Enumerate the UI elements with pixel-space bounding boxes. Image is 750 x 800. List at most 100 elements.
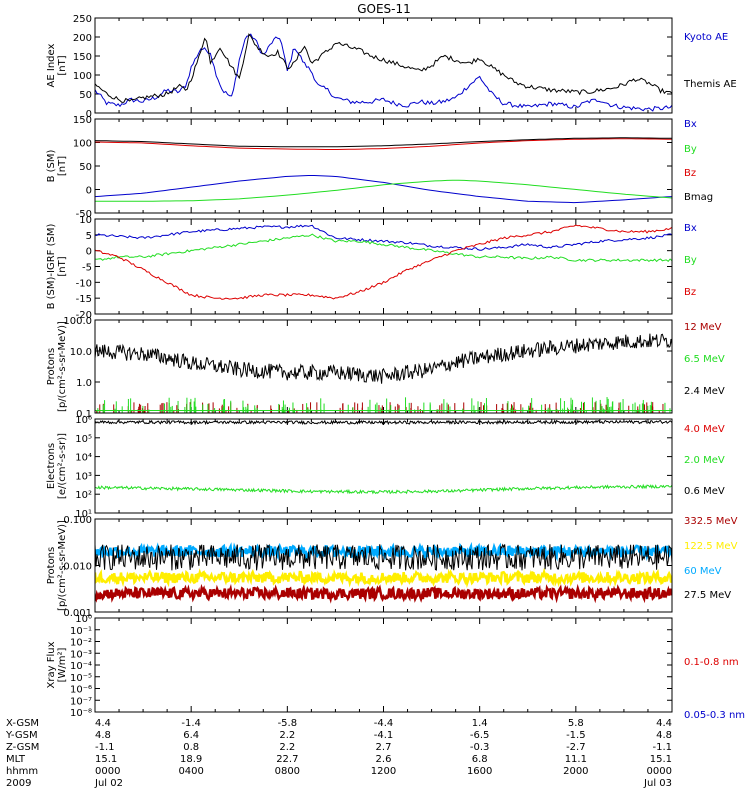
x-row-value: -6.5	[470, 730, 490, 741]
y-tick-label: 10⁻⁸	[70, 708, 92, 719]
y-tick-label: 150	[73, 52, 92, 63]
y-tick-label: 0.001	[63, 608, 92, 619]
y-tick-label: 1.0	[76, 378, 92, 389]
y-tick-label: 10⁵	[75, 434, 92, 445]
y-tick-label: 0	[86, 109, 92, 120]
panel-b-igrf: B (SM)-IGRF (SM)[nT] -20 -15 -10 -5 0 5 10 Bx By B…	[46, 215, 697, 321]
legend-entry: 60 MeV	[684, 566, 722, 577]
series-group	[95, 224, 672, 300]
legend-entry: 2.0 MeV	[684, 455, 725, 466]
x-row-label: hhmm	[6, 766, 38, 777]
series-line-2-4-mev	[95, 333, 672, 384]
y-tick-label: 10	[79, 215, 92, 226]
y-axis-label: B (SM)[nT]	[46, 149, 68, 182]
series-line-122-5-mev	[95, 567, 672, 589]
x-row-value: 2.2	[279, 742, 295, 753]
panel-electrons: Electrons[e/(cm²-s-sr)] 10¹ 10² 10³ 10⁴ 10⁵ 10…	[46, 415, 725, 520]
y-axis-label-line: Protons	[46, 547, 57, 584]
series-group	[95, 137, 672, 204]
x-row-value: -5.8	[278, 718, 298, 729]
y-tick-label: 200	[73, 33, 92, 44]
x-row-value: -1.5	[566, 730, 586, 741]
x-row-value: -4.1	[374, 730, 394, 741]
panel-frame	[94, 617, 673, 713]
y-tick-label: -5	[82, 263, 92, 274]
y-axis-label-line: [nT]	[57, 256, 68, 276]
y-axis-label-line: [p/(cm²-s-sr-MeV)]	[57, 520, 68, 611]
legend-entry: 27.5 MeV	[684, 590, 731, 601]
y-tick-label: 10⁻⁴	[70, 661, 92, 672]
y-tick-label: 150	[73, 115, 92, 126]
series-line-themis-ae	[95, 33, 672, 103]
y-tick-label: 0	[86, 186, 92, 197]
y-axis-label-line: [nT]	[57, 55, 68, 75]
y-tick-label: 5	[86, 231, 92, 242]
y-tick-label: 10¹	[75, 509, 92, 520]
y-axis-label-line: AE Index	[46, 43, 57, 87]
legend-entry: Kyoto AE	[684, 32, 728, 43]
series-line-bz	[95, 138, 672, 150]
x-row-label: X-GSM	[6, 718, 39, 729]
y-tick-label: 10⁻¹	[70, 626, 92, 637]
legend-entry: By	[684, 144, 697, 155]
series-line-bz	[95, 224, 672, 300]
legend-entry: Bz	[684, 287, 696, 298]
panel-frame	[94, 17, 673, 114]
y-axis-label-line: [W/m²]	[57, 647, 68, 682]
series-line-kyoto-ae	[95, 33, 672, 112]
x-row-value: 1.4	[472, 718, 488, 729]
y-axis-label: Protons[p/(cm²-s-sr-MeV)]	[46, 520, 68, 611]
y-tick-label: 0.010	[63, 562, 92, 573]
y-tick-label: -10	[76, 278, 92, 289]
series-line-bx	[95, 224, 672, 251]
x-row-value: 11.1	[565, 754, 587, 765]
y-tick-label: 10⁶	[75, 415, 92, 426]
x-row-value: 0800	[275, 766, 300, 777]
x-axis-info: X-GSM 4.4 -1.4 -5.8 -4.4 1.4 5.8 4.4 Y-GSM 4.8 6.4…	[5, 718, 672, 789]
panel-frame	[94, 319, 673, 414]
legend-entry: 332.5 MeV	[684, 516, 738, 527]
x-row-value: 4.8	[656, 730, 672, 741]
x-row-value: 4.4	[656, 718, 672, 729]
series-line-0-6-mev	[95, 419, 672, 426]
x-row-value: 4.8	[95, 730, 111, 741]
y-axis-label: AE Index[nT]	[46, 43, 68, 87]
y-tick-label: 10⁻⁵	[70, 673, 92, 684]
y-axis-label-line: [p/(cm²-s-sr-MeV)]	[57, 321, 68, 412]
y-tick-label: 50	[79, 162, 92, 173]
x-row-value: -1.4	[181, 718, 201, 729]
x-row-value: -2.7	[566, 742, 586, 753]
x-row-value: 2000	[563, 766, 588, 777]
y-axis-label: Xray Flux[W/m²]	[46, 641, 68, 688]
y-axis-label: Electrons[e/(cm²-s-sr)]	[46, 433, 68, 499]
x-row-value: 0000	[647, 766, 672, 777]
x-row-label: MLT	[6, 754, 26, 765]
legend-entry: 0.05-0.3 nm	[684, 710, 745, 721]
x-row-value: 0.8	[183, 742, 199, 753]
x-row-value: 2.6	[376, 754, 392, 765]
y-tick-label: 10⁻⁶	[70, 685, 92, 696]
x-row-value: 4.4	[95, 718, 111, 729]
legend-entry: 0.6 MeV	[684, 486, 725, 497]
y-tick-label: 100.0	[63, 316, 92, 327]
series-line-27-5-mev	[95, 543, 672, 571]
x-row-value: 1200	[371, 766, 396, 777]
y-tick-label: -15	[76, 294, 92, 305]
y-tick-label: 10⁴	[75, 453, 92, 464]
series-line-2-0-mev	[95, 483, 672, 495]
y-axis-label: B (SM)-IGRF (SM)[nT]	[46, 224, 68, 310]
x-row-value: 18.9	[180, 754, 202, 765]
y-tick-label: 10.0	[70, 347, 92, 358]
series-group	[95, 541, 672, 604]
x-row-value: Jul 03	[643, 778, 672, 789]
y-tick-label: 10⁻³	[70, 649, 92, 660]
x-row-value: 15.1	[650, 754, 672, 765]
panel-frame	[94, 518, 673, 613]
legend-entry: Bz	[684, 168, 696, 179]
x-row-value: 22.7	[276, 754, 298, 765]
y-tick-label: 0.100	[63, 515, 92, 526]
panel-ae: AE Index[nT] 0 50 100 150 200 250 Kyoto AE Themi…	[46, 14, 737, 120]
x-row-value: 6.4	[183, 730, 199, 741]
y-tick-label: 100	[73, 71, 92, 82]
